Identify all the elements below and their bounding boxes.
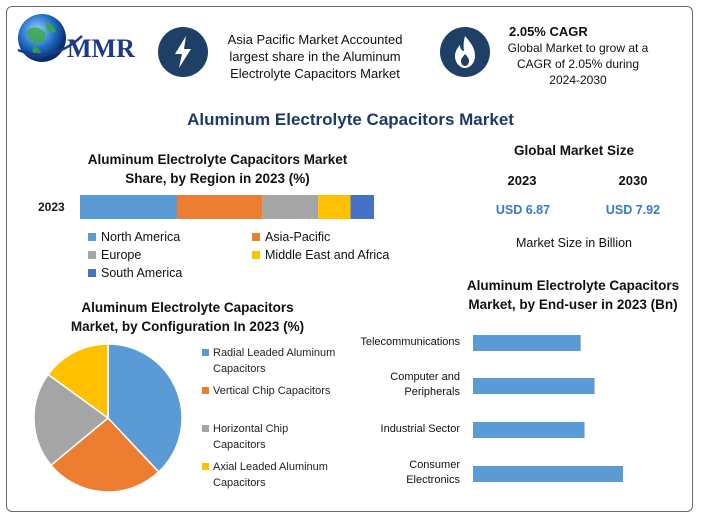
enduser-bar-industrial-sector (473, 422, 585, 438)
infographic-frame (6, 6, 693, 512)
logo-text: MMR (67, 34, 135, 63)
region-legend-middle-east-and-africa: Middle East and Africa (252, 248, 389, 262)
region-legend-europe: Europe (88, 248, 141, 262)
config-pie-chart (33, 343, 183, 493)
legend-swatch (252, 233, 260, 241)
legend-swatch (88, 251, 96, 259)
config-legend-axial-leaded-aluminum-capacitors: Axial Leaded Aluminum Capacitors (202, 459, 337, 491)
region-bar-segment-europe (262, 195, 319, 219)
enduser-bar-computer-and-peripherals (473, 378, 595, 394)
legend-swatch (252, 251, 260, 259)
asia-pacific-info: Asia Pacific Market Accounted largest sh… (227, 32, 403, 81)
legend-label: Europe (101, 248, 142, 262)
region-chart-title: Aluminum Electrolyte Capacitors Market S… (87, 152, 348, 186)
legend-label: Horizontal Chip Capacitors (213, 423, 289, 451)
mmr-logo: MMR (12, 10, 147, 70)
enduser-label-telecommunications: Telecommunications (360, 336, 460, 348)
page-title: Aluminum Electrolyte Capacitors Market (187, 110, 514, 129)
enduser-bar-chart (473, 335, 623, 482)
legend-swatch (88, 233, 96, 241)
market-size-title: Global Market Size (513, 143, 635, 158)
market-size-note: Market Size in Billion (515, 236, 632, 250)
legend-label: Vertical Chip Capacitors (213, 385, 331, 397)
legend-label: Radial Leaded Aluminum Capacitors (213, 347, 336, 375)
region-bar-segment-north-america (80, 195, 178, 219)
legend-swatch (202, 387, 209, 394)
legend-swatch (202, 349, 209, 356)
cagr-info: Global Market to grow at a CAGR of 2.05%… (507, 41, 649, 87)
legend-label: South America (101, 266, 183, 280)
config-chart-title: Aluminum Electrolyte Capacitors Market, … (70, 300, 305, 334)
flame-icon (455, 36, 475, 68)
region-bar-segment-asia-pacific (177, 195, 263, 219)
legend-label: North America (101, 230, 181, 244)
config-legend-vertical-chip-capacitors: Vertical Chip Capacitors (202, 383, 337, 399)
config-legend-radial-leaded-aluminum-capacitors: Radial Leaded Aluminum Capacitors (202, 345, 337, 377)
region-bar-segment-middle-east-and-africa (318, 195, 351, 219)
region-category-label: 2023 (38, 200, 65, 214)
region-legend-asia-pacific: Asia-Pacific (252, 230, 330, 244)
config-legend-horizontal-chip-capacitors: Horizontal Chip Capacitors (202, 421, 337, 453)
enduser-label-industrial-sector: Industrial Sector (380, 423, 460, 435)
enduser-chart-title: Aluminum Electrolyte Capacitors Market, … (466, 278, 680, 312)
year-2030-label: 2030 (618, 173, 648, 188)
region-bar-segment-south-america (350, 195, 374, 219)
legend-label: Axial Leaded Aluminum Capacitors (213, 461, 328, 489)
legend-label: Asia-Pacific (265, 230, 331, 244)
pie-slice-vertical-chip-capacitors (49, 416, 160, 493)
legend-label: Middle East and Africa (265, 248, 390, 262)
flame-badge (440, 27, 490, 77)
pie-slice-horizontal-chip-capacitors (33, 373, 110, 467)
enduser-bar-consumer-electronics (473, 466, 623, 482)
enduser-label-consumer-electronics: Consumer Electronics (406, 459, 460, 486)
value-2023: USD 6.87 (495, 203, 551, 217)
lightning-icon (175, 36, 191, 68)
pie-slice-axial-leaded-aluminum-capacitors (47, 343, 109, 420)
enduser-bar-telecommunications (473, 335, 581, 351)
legend-swatch (202, 463, 209, 470)
enduser-label-computer-and-peripherals: Computer and Peripherals (390, 371, 460, 398)
lightning-badge (158, 27, 208, 77)
value-2030: USD 7.92 (605, 203, 661, 217)
legend-swatch (202, 425, 209, 432)
region-legend-south-america: South America (88, 266, 182, 280)
cagr-title: 2.05% CAGR (509, 24, 588, 39)
legend-swatch (88, 269, 96, 277)
region-legend-north-america: North America (88, 230, 180, 244)
pie-slice-radial-leaded-aluminum-capacitors (107, 343, 183, 474)
region-stacked-bar (80, 195, 374, 219)
year-2023-label: 2023 (507, 173, 537, 188)
